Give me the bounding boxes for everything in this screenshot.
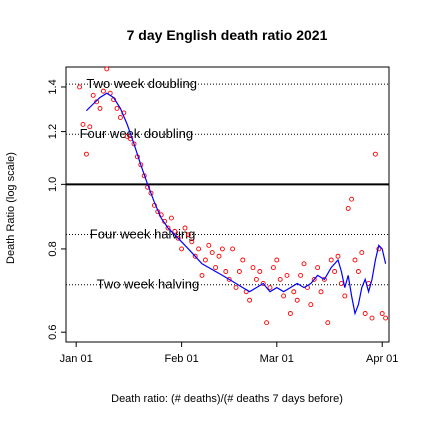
data-point xyxy=(250,265,256,271)
data-point xyxy=(80,121,86,127)
data-point xyxy=(100,88,106,94)
data-point xyxy=(362,311,368,316)
data-layer xyxy=(77,66,389,326)
y-tick-label: 1.0 xyxy=(47,177,59,192)
data-point xyxy=(287,311,293,316)
data-point xyxy=(185,232,191,238)
data-point xyxy=(369,315,375,321)
data-point xyxy=(192,253,198,259)
data-point xyxy=(253,276,259,282)
data-point xyxy=(318,289,324,295)
x-tick-label: Mar 01 xyxy=(260,353,294,365)
data-point xyxy=(281,293,287,299)
data-point xyxy=(179,246,185,252)
data-point xyxy=(138,162,144,168)
data-point xyxy=(247,297,253,303)
data-point xyxy=(284,272,290,278)
data-point xyxy=(213,265,219,271)
y-tick-label: 1.2 xyxy=(47,124,59,139)
data-point xyxy=(196,246,202,252)
data-point xyxy=(77,84,83,90)
data-point xyxy=(148,190,154,196)
x-axis-label: Death ratio: (# deaths)/(# deaths 7 days… xyxy=(111,393,343,405)
trend-line xyxy=(85,92,387,316)
data-point xyxy=(342,293,348,299)
data-point xyxy=(311,276,317,282)
reference-line-label: Four week doubling xyxy=(80,126,193,141)
data-point xyxy=(202,257,208,263)
data-point xyxy=(114,105,120,111)
data-point xyxy=(301,261,307,267)
data-point xyxy=(83,151,89,157)
data-point xyxy=(90,92,96,98)
data-point xyxy=(383,315,389,321)
data-point xyxy=(294,297,300,303)
data-point xyxy=(104,66,110,72)
data-point xyxy=(209,250,215,256)
x-tick-label: Apr 01 xyxy=(366,353,398,365)
reference-line-label: Two week halving xyxy=(97,277,200,292)
data-point xyxy=(216,253,222,259)
data-point xyxy=(206,242,212,248)
data-point xyxy=(223,269,229,274)
plot-frame xyxy=(65,66,390,343)
x-tick-label: Jan 01 xyxy=(60,353,93,365)
data-point xyxy=(332,269,338,274)
data-point xyxy=(226,276,232,282)
y-tick-label: 0.8 xyxy=(47,241,59,256)
data-point xyxy=(325,320,331,326)
y-axis-label: Death Ratio (log scale) xyxy=(5,152,17,264)
data-point xyxy=(352,257,358,263)
data-point xyxy=(94,99,100,105)
y-tick-label: 0.6 xyxy=(47,325,59,340)
data-point xyxy=(168,215,174,221)
data-point xyxy=(277,276,283,282)
data-point xyxy=(372,151,378,157)
data-point xyxy=(264,320,270,326)
data-point xyxy=(298,272,304,278)
data-point xyxy=(97,105,103,111)
data-point xyxy=(233,285,239,291)
chart-title: 7 day English death ratio 2021 xyxy=(127,27,328,43)
data-point xyxy=(189,239,195,245)
data-point xyxy=(359,250,365,256)
data-point xyxy=(321,276,327,282)
data-point xyxy=(379,311,385,316)
data-point xyxy=(345,206,351,211)
data-point xyxy=(315,265,321,271)
data-point xyxy=(267,285,273,291)
data-point xyxy=(355,269,361,274)
data-point xyxy=(182,225,188,231)
data-point xyxy=(240,257,246,263)
data-point xyxy=(308,302,314,308)
data-point xyxy=(117,115,123,120)
data-point xyxy=(230,246,236,252)
data-point xyxy=(349,196,355,202)
reference-line-label: Two week doubling xyxy=(86,76,197,91)
data-point xyxy=(199,272,205,278)
data-point xyxy=(338,281,344,286)
data-point xyxy=(219,246,225,252)
data-point xyxy=(274,257,280,263)
data-point xyxy=(236,269,242,274)
data-point xyxy=(270,265,276,271)
data-point xyxy=(87,124,93,130)
data-point xyxy=(335,253,341,259)
data-point xyxy=(172,228,178,234)
x-tick-label: Feb 01 xyxy=(164,353,198,365)
data-point xyxy=(131,141,137,147)
data-point xyxy=(260,281,266,286)
data-point xyxy=(124,133,130,139)
data-point xyxy=(328,257,334,263)
data-point xyxy=(291,289,297,295)
data-point xyxy=(257,269,263,274)
y-tick-label: 1.4 xyxy=(47,79,59,94)
data-point xyxy=(165,225,171,231)
data-point xyxy=(175,235,181,241)
